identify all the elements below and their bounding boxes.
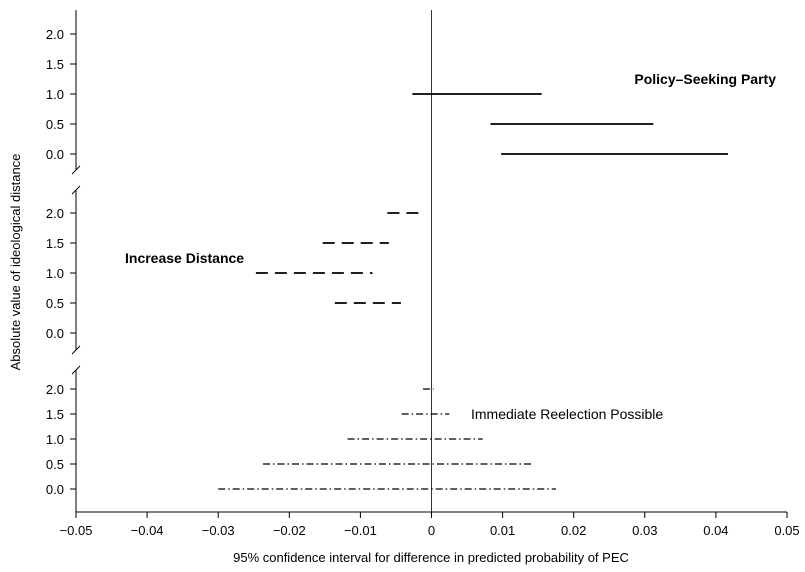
y-tick-label: 0.0	[46, 147, 64, 162]
y-tick-label: 1.0	[46, 432, 64, 447]
y-tick-label: 2.0	[46, 206, 64, 221]
x-tick-label: 0.05	[774, 523, 799, 538]
x-tick-label: −0.02	[273, 523, 306, 538]
panel-annotation: Increase Distance	[125, 250, 244, 266]
x-tick-label: −0.03	[202, 523, 235, 538]
x-axis-title: 95% confidence interval for difference i…	[233, 550, 629, 565]
x-axis-ticks: −0.05 −0.04 −0.03 −0.02 −0.01 0 0.01 0.02 0.03 0.…	[60, 512, 800, 538]
x-tick-label: 0.01	[490, 523, 515, 538]
y-tick-label: 0.0	[46, 482, 64, 497]
y-tick-label: 0.0	[46, 326, 64, 341]
y-axis-break-mark-1	[71, 165, 81, 175]
y-tick-label: 2.0	[46, 27, 64, 42]
y-tick-label: 1.5	[46, 407, 64, 422]
x-tick-label: −0.04	[131, 523, 164, 538]
y-tick-label: 0.5	[46, 117, 64, 132]
panel-annotation: Immediate Reelection Possible	[471, 406, 663, 422]
confidence-intervals	[218, 93, 728, 490]
y-axis-break-mark-3	[71, 345, 81, 355]
y-tick-label: 0.5	[46, 457, 64, 472]
y-tick-label: 0.5	[46, 296, 64, 311]
x-tick-label: 0	[428, 523, 435, 538]
y-tick-label: 2.0	[46, 382, 64, 397]
y-tick-label: 1.0	[46, 266, 64, 281]
x-tick-label: −0.01	[344, 523, 377, 538]
y-axis-break-mark-4	[71, 365, 81, 375]
y-axis-ticks: 2.0 1.5 1.0 0.5 0.0 2.0 1.5 1.0 0.5 0.0 2.0 1.5 1.0 0…	[46, 27, 76, 497]
y-tick-label: 1.0	[46, 87, 64, 102]
x-tick-label: 0.02	[561, 523, 586, 538]
panel-annotation: Policy–Seeking Party	[634, 71, 776, 87]
x-tick-label: 0.04	[703, 523, 728, 538]
x-tick-label: 0.03	[632, 523, 657, 538]
panel-annotations: Policy–Seeking Party Increase Distance Imm…	[125, 71, 776, 422]
y-axis-title: Absolute value of ideological distance	[8, 154, 23, 371]
y-tick-label: 1.5	[46, 236, 64, 251]
x-tick-label: −0.05	[60, 523, 93, 538]
y-axis-break-mark-2	[71, 185, 81, 195]
y-tick-label: 1.5	[46, 57, 64, 72]
